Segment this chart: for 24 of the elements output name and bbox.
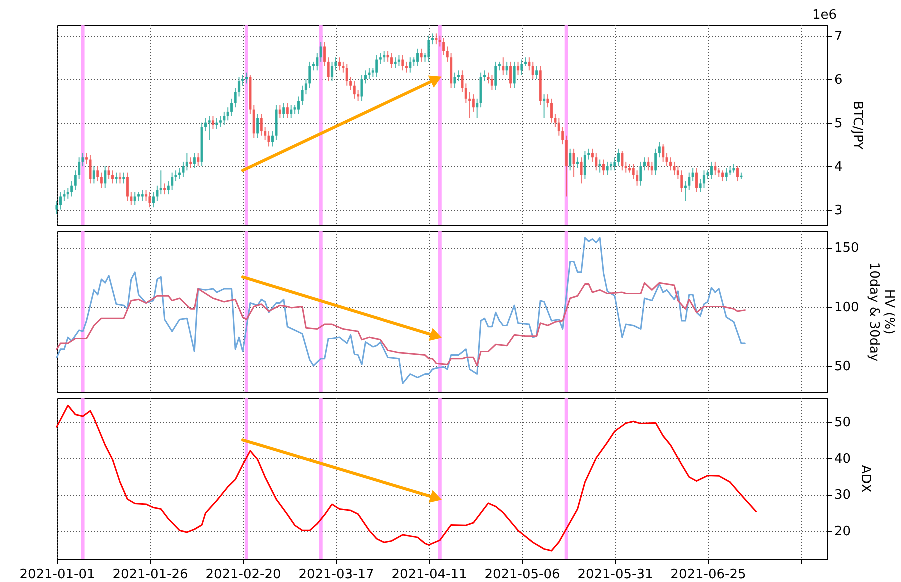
x-tick-label: 2021-02-20: [206, 568, 282, 582]
y-tick-label: 100: [834, 300, 860, 316]
x-tick-label: 2021-01-01: [20, 568, 96, 582]
x-tick-label: 2021-04-11: [392, 568, 468, 582]
y-tick-label: 4: [834, 160, 843, 175]
y-tick-label: 30: [834, 488, 852, 504]
y-axis-title: HV (%) 10day & 30day: [866, 262, 896, 362]
y-tick-label: 50: [834, 359, 852, 374]
x-tick-label: 2021-05-06: [484, 568, 560, 582]
y-tick-label: 5: [834, 116, 843, 132]
x-tick-label: 2021-01-26: [112, 568, 188, 582]
y-tick-label: 6: [834, 72, 843, 88]
x-tick-label: 2021-06-25: [670, 568, 746, 582]
y-tick-label: 50: [834, 415, 852, 430]
y-tick-label: 7: [834, 29, 843, 44]
y-tick-label: 150: [834, 241, 860, 256]
y-tick-label: 40: [834, 452, 852, 467]
y-tick-label: 20: [834, 524, 852, 540]
x-tick-label: 2021-05-31: [578, 568, 654, 582]
y-axis-title: ADX: [858, 465, 874, 493]
y-tick-label: 3: [834, 203, 843, 218]
text: 1e6: [812, 8, 837, 23]
y-axis-title: BTC/JPY: [850, 101, 865, 150]
x-tick-label: 2021-03-17: [298, 568, 374, 582]
